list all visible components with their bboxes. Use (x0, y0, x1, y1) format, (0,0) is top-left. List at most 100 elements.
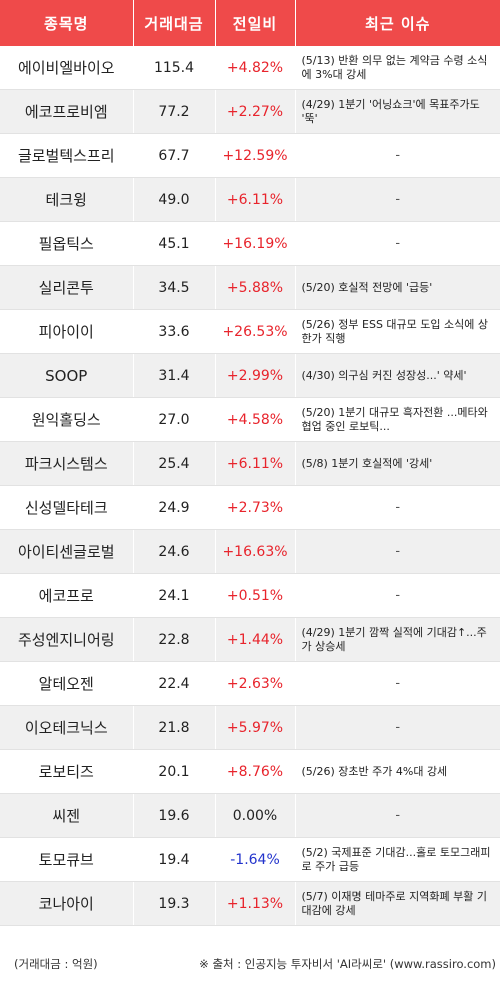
price-change: +5.97% (215, 705, 296, 750)
recent-issue: (5/7) 이재명 테마주로 지역화폐 부활 기대감에 강세 (295, 881, 500, 926)
stock-name: 에이비엘바이오 (0, 46, 134, 90)
price-change: +1.44% (215, 617, 296, 662)
recent-issue: (4/29) 1분기 깜짝 실적에 기대감↑...주가 상승세 (295, 617, 500, 662)
trade-volume: 21.8 (133, 705, 216, 750)
table-row: 글로벌텍스프리 67.7 +12.59% - (0, 133, 500, 178)
stock-name: 파크시스템스 (0, 441, 134, 486)
recent-issue: (5/20) 호실적 전망에 '급등' (295, 265, 500, 310)
price-change: +5.88% (215, 265, 296, 310)
trade-volume: 19.6 (133, 793, 216, 838)
stock-name: 토모큐브 (0, 837, 134, 882)
table-row: 필옵틱스 45.1 +16.19% - (0, 221, 500, 266)
table-row: 에코프로비엠 77.2 +2.27% (4/29) 1분기 '어닝쇼크'에 목표주가도… (0, 89, 500, 134)
recent-issue: - (295, 177, 500, 222)
trade-volume: 24.1 (133, 573, 216, 618)
price-change: +4.82% (215, 46, 296, 90)
table-row: 주성엔지니어링 22.8 +1.44% (4/29) 1분기 깜짝 실적에 기대감↑.… (0, 617, 500, 662)
recent-issue: (5/13) 반환 의무 없는 계약금 수령 소식에 3%대 강세 (295, 46, 500, 90)
trade-volume: 24.9 (133, 485, 216, 530)
trade-volume: 20.1 (133, 749, 216, 794)
table-row: 에이비엘바이오 115.4 +4.82% (5/13) 반환 의무 없는 계약금 수령… (0, 46, 500, 90)
stock-name: 코나아이 (0, 881, 134, 926)
trade-volume: 27.0 (133, 397, 216, 442)
trade-volume: 22.8 (133, 617, 216, 662)
price-change: +26.53% (215, 309, 296, 354)
stock-name: 아이티센글로벌 (0, 529, 134, 574)
header-change: 전일비 (215, 0, 296, 46)
stock-name: 신성델타테크 (0, 485, 134, 530)
trade-volume: 22.4 (133, 661, 216, 706)
header-name: 종목명 (0, 0, 134, 46)
header-issue: 최근 이슈 (295, 0, 500, 46)
trade-volume: 25.4 (133, 441, 216, 486)
table-body: 에이비엘바이오 115.4 +4.82% (5/13) 반환 의무 없는 계약금 수령… (0, 46, 500, 926)
stock-name: 로보티즈 (0, 749, 134, 794)
trade-volume: 31.4 (133, 353, 216, 398)
recent-issue: - (295, 705, 500, 750)
stock-name: SOOP (0, 353, 134, 398)
price-change: +2.73% (215, 485, 296, 530)
recent-issue: - (295, 485, 500, 530)
footer: (거래대금 : 억원) ※ 출처 : 인공지능 투자비서 'AI라씨로' (ww… (0, 956, 500, 974)
stock-name: 피아이이 (0, 309, 134, 354)
recent-issue: (5/20) 1분기 대규모 흑자전환 ...메타와 협업 중인 로보틱... (295, 397, 500, 442)
trade-volume: 45.1 (133, 221, 216, 266)
recent-issue: - (295, 529, 500, 574)
table-row: 파크시스템스 25.4 +6.11% (5/8) 1분기 호실적에 '강세' (0, 441, 500, 486)
recent-issue: (5/2) 국제표준 기대감...홀로 토모그래피로 주가 급등 (295, 837, 500, 882)
table-row: 코나아이 19.3 +1.13% (5/7) 이재명 테마주로 지역화폐 부활 기대감… (0, 881, 500, 926)
trade-volume: 49.0 (133, 177, 216, 222)
table-row: 테크윙 49.0 +6.11% - (0, 177, 500, 222)
price-change: +16.63% (215, 529, 296, 574)
recent-issue: - (295, 661, 500, 706)
trade-volume: 19.3 (133, 881, 216, 926)
trade-volume: 33.6 (133, 309, 216, 354)
stock-name: 주성엔지니어링 (0, 617, 134, 662)
trade-volume: 24.6 (133, 529, 216, 574)
recent-issue: (4/30) 의구심 커진 성장성...' 약세' (295, 353, 500, 398)
unit-note: (거래대금 : 억원) (14, 957, 98, 971)
table-row: 신성델타테크 24.9 +2.73% - (0, 485, 500, 530)
recent-issue: - (295, 221, 500, 266)
recent-issue: (5/26) 장초반 주가 4%대 강세 (295, 749, 500, 794)
stock-name: 테크윙 (0, 177, 134, 222)
price-change: +0.51% (215, 573, 296, 618)
table-row: 피아이이 33.6 +26.53% (5/26) 정부 ESS 대규모 도입 소식에 … (0, 309, 500, 354)
trade-volume: 19.4 (133, 837, 216, 882)
table-row: SOOP 31.4 +2.99% (4/30) 의구심 커진 성장성...' 약세' (0, 353, 500, 398)
stock-name: 에코프로비엠 (0, 89, 134, 134)
table-header: 종목명 거래대금 전일비 최근 이슈 (0, 0, 500, 46)
stock-name: 에코프로 (0, 573, 134, 618)
table-row: 로보티즈 20.1 +8.76% (5/26) 장초반 주가 4%대 강세 (0, 749, 500, 794)
source-note: ※ 출처 : 인공지능 투자비서 'AI라씨로' (www.rassiro.co… (199, 957, 496, 971)
price-change: +1.13% (215, 881, 296, 926)
stock-name: 필옵틱스 (0, 221, 134, 266)
stock-name: 원익홀딩스 (0, 397, 134, 442)
table-row: 원익홀딩스 27.0 +4.58% (5/20) 1분기 대규모 흑자전환 ...메타… (0, 397, 500, 442)
stock-name: 실리콘투 (0, 265, 134, 310)
table-row: 토모큐브 19.4 -1.64% (5/2) 국제표준 기대감...홀로 토모그래피로… (0, 837, 500, 882)
recent-issue: (5/26) 정부 ESS 대규모 도입 소식에 상한가 직행 (295, 309, 500, 354)
price-change: -1.64% (215, 837, 296, 882)
recent-issue: (4/29) 1분기 '어닝쇼크'에 목표주가도 '뚝' (295, 89, 500, 134)
price-change: +4.58% (215, 397, 296, 442)
table-row: 에코프로 24.1 +0.51% - (0, 573, 500, 618)
trade-volume: 67.7 (133, 133, 216, 178)
table-row: 이오테크닉스 21.8 +5.97% - (0, 705, 500, 750)
price-change: +2.99% (215, 353, 296, 398)
price-change: +6.11% (215, 177, 296, 222)
table-row: 실리콘투 34.5 +5.88% (5/20) 호실적 전망에 '급등' (0, 265, 500, 310)
stock-table: 종목명 거래대금 전일비 최근 이슈 에이비엘바이오 115.4 +4.82% (5/… (0, 0, 500, 926)
price-change: +12.59% (215, 133, 296, 178)
price-change: +2.27% (215, 89, 296, 134)
trade-volume: 77.2 (133, 89, 216, 134)
table-row: 씨젠 19.6 0.00% - (0, 793, 500, 838)
table-row: 아이티센글로벌 24.6 +16.63% - (0, 529, 500, 574)
price-change: +8.76% (215, 749, 296, 794)
recent-issue: - (295, 793, 500, 838)
price-change: +2.63% (215, 661, 296, 706)
header-volume: 거래대금 (133, 0, 216, 46)
table-row: 알테오젠 22.4 +2.63% - (0, 661, 500, 706)
stock-name: 이오테크닉스 (0, 705, 134, 750)
